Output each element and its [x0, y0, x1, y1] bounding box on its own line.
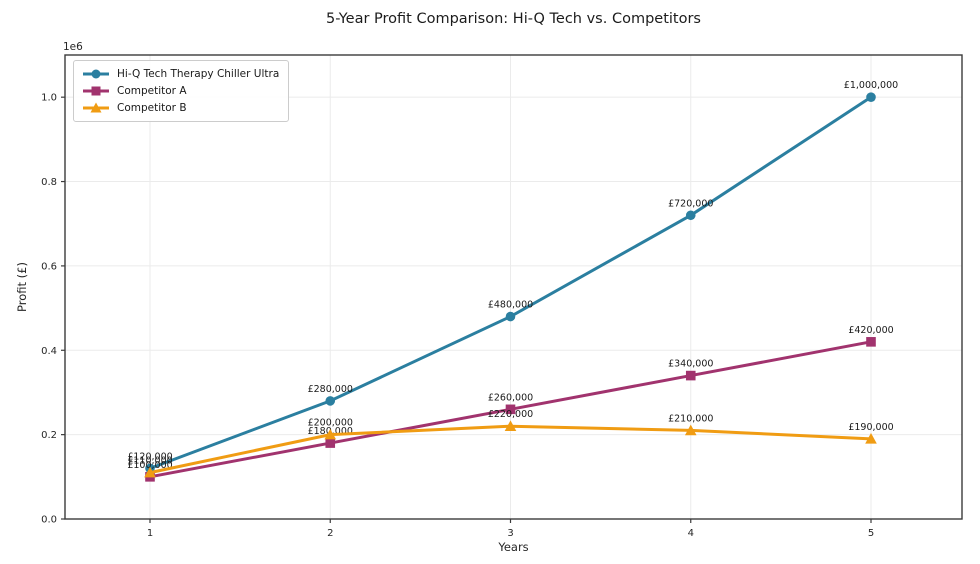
series-2-marker	[504, 420, 517, 431]
series-0-data-label: £1,000,000	[844, 80, 898, 91]
y-tick-label: 0.4	[41, 346, 57, 357]
axes-spines	[64, 54, 963, 520]
series-1-data-label: £340,000	[668, 359, 713, 370]
x-tick-label: 4	[688, 528, 694, 539]
y-tick-label: 0.6	[41, 261, 57, 272]
series-0-data-label: £120,000	[127, 451, 172, 462]
legend-item-label: Competitor B	[117, 102, 187, 114]
legend-item-2: Competitor B	[82, 101, 279, 115]
series-1-marker	[325, 438, 336, 448]
x-tick-label: 5	[868, 528, 874, 539]
series-1-data-label: £100,000	[127, 460, 172, 471]
series-1-data-label: £260,000	[488, 392, 533, 403]
legend-circle-marker-icon	[83, 69, 109, 79]
x-tick-label: 1	[147, 528, 153, 539]
series-1-marker	[685, 370, 696, 381]
y-tick-label: 0.8	[41, 177, 57, 188]
legend-item-label: Hi-Q Tech Therapy Chiller Ultra	[117, 68, 280, 80]
y-tick-label: 0.0	[41, 515, 57, 526]
series-1-marker	[505, 404, 516, 415]
series-1-data-label: £420,000	[848, 325, 893, 336]
x-tick-label: 2	[327, 528, 333, 539]
series-2-marker	[324, 428, 337, 440]
series-0-marker	[866, 92, 876, 102]
series-0-data-label: £720,000	[668, 198, 713, 209]
series-2-data-label: £220,000	[488, 409, 533, 420]
legend-square-marker-icon	[83, 86, 109, 96]
y-axis-offset-label: 1e6	[63, 41, 83, 53]
legend: Hi-Q Tech Therapy Chiller Ultra Competito…	[73, 60, 290, 122]
chart-title: 5-Year Profit Comparison: Hi-Q Tech vs. …	[326, 11, 701, 27]
series-0-data-label: £280,000	[308, 384, 353, 395]
legend-item-1: Competitor A	[82, 84, 279, 98]
series-2-data-label: £190,000	[848, 422, 893, 433]
series-2-marker	[144, 466, 156, 478]
series-1-marker	[866, 337, 876, 347]
x-tick-label: 3	[507, 528, 513, 539]
series-2-data-label: £210,000	[668, 413, 713, 424]
x-axis-label: Years	[498, 540, 529, 554]
y-axis-label: Profit (£)	[15, 262, 29, 312]
legend-item-label: Competitor A	[117, 85, 187, 97]
series-0-marker	[325, 396, 336, 406]
y-tick-label: 0.2	[41, 430, 57, 441]
series-0-data-label: £480,000	[488, 300, 533, 311]
series-2-marker	[865, 433, 877, 444]
legend-item-0: Hi-Q Tech Therapy Chiller Ultra	[82, 67, 279, 81]
series-0-marker	[505, 311, 516, 322]
series-0-marker	[685, 210, 696, 221]
series-2-data-label: £200,000	[308, 418, 353, 429]
legend-triangle-marker-icon	[83, 102, 109, 113]
series-2-data-label: £110,000	[127, 456, 172, 467]
y-tick-label: 1.0	[41, 93, 57, 104]
series-2-marker	[684, 424, 697, 436]
